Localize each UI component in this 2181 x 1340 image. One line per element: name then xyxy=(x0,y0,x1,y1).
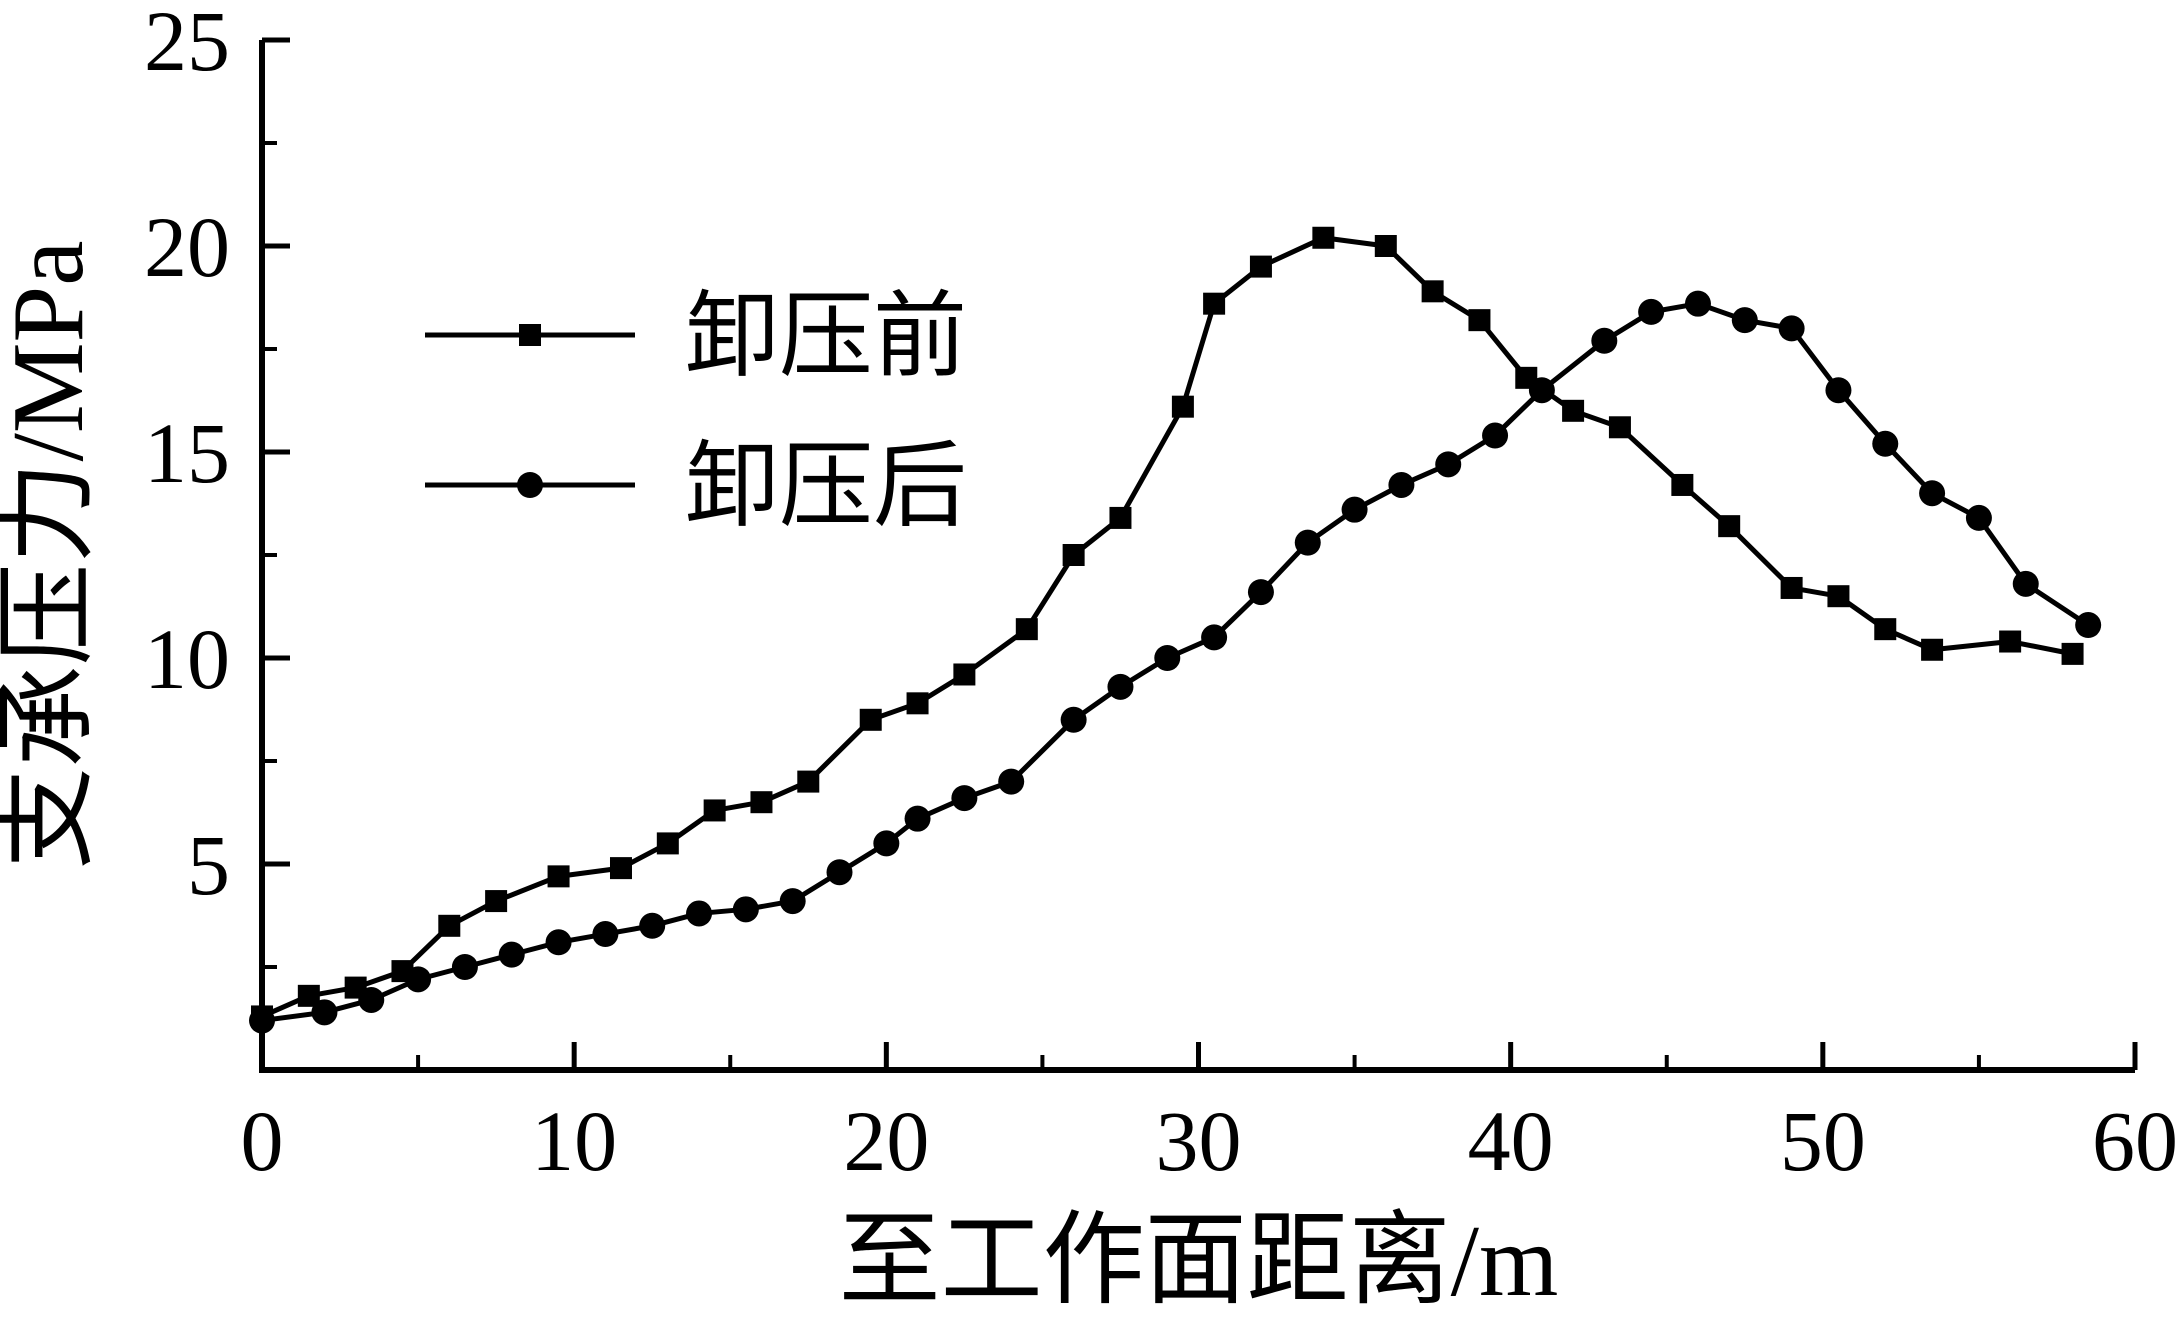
series-0-marker xyxy=(953,663,976,686)
series-1-marker xyxy=(358,986,385,1013)
series-1-marker xyxy=(1872,430,1899,457)
series-1-marker xyxy=(1107,673,1134,700)
axes xyxy=(259,40,2135,1073)
series-0-marker xyxy=(1780,576,1803,599)
series-0-marker xyxy=(1171,395,1194,418)
series-1-marker xyxy=(1201,624,1228,651)
series-0-marker xyxy=(2061,642,2084,665)
x-tick-label: 10 xyxy=(531,1093,617,1189)
x-axis-title: 至工作面距离/m xyxy=(839,1205,1559,1318)
series-1-marker xyxy=(904,805,931,832)
series-1-marker xyxy=(639,912,666,939)
series-1-marker xyxy=(998,768,1025,795)
series-1-marker xyxy=(545,929,572,956)
series-1-marker xyxy=(1341,496,1368,523)
series-0-line xyxy=(260,235,2074,1019)
y-tick-label: 5 xyxy=(187,817,230,913)
series-1-marker xyxy=(951,785,978,812)
series-0-marker xyxy=(1374,235,1397,257)
series-0-marker xyxy=(703,799,726,822)
series-1-marker xyxy=(249,1007,275,1034)
legend-label-1: 卸压后 xyxy=(685,435,967,539)
x-tick-label: 30 xyxy=(1156,1093,1242,1189)
series-1-marker xyxy=(1965,504,1992,531)
series-0-marker xyxy=(1249,255,1272,278)
series-1-marker xyxy=(1388,471,1415,498)
series-1-marker xyxy=(1294,529,1321,556)
series-0-marker xyxy=(1015,618,1038,641)
series-1-marker xyxy=(1638,298,1665,325)
series-0-marker xyxy=(438,914,461,937)
series-1-marker xyxy=(826,859,853,886)
x-tick-label: 0 xyxy=(241,1093,284,1189)
series-1-marker xyxy=(1528,377,1555,404)
series-0-marker xyxy=(1421,280,1444,303)
series-0-marker xyxy=(1203,292,1226,315)
series-0-marker xyxy=(1312,226,1335,249)
series-0-marker xyxy=(1827,585,1850,608)
series-0-marker xyxy=(1562,399,1585,422)
series-1-marker xyxy=(1060,706,1087,733)
series-0-marker xyxy=(1608,416,1631,439)
series-0-marker xyxy=(1468,309,1491,332)
series-1-marker xyxy=(311,999,338,1026)
series-1-marker xyxy=(1778,315,1805,342)
series-1-marker xyxy=(2012,570,2039,597)
series-0-marker xyxy=(859,708,882,731)
series-0-marker xyxy=(656,832,679,855)
x-tick-label: 50 xyxy=(1780,1093,1866,1189)
y-tick-label: 20 xyxy=(144,199,230,295)
series-1-marker xyxy=(592,921,619,948)
series-0-marker xyxy=(1062,544,1085,566)
series-0-marker xyxy=(1718,515,1741,538)
series-0-marker xyxy=(750,791,773,814)
y-axis-title: 支承压力/MPa xyxy=(0,240,105,869)
series-1-marker xyxy=(1919,480,1946,507)
x-tick-label: 20 xyxy=(843,1093,929,1189)
series-0-marker xyxy=(906,692,929,715)
series-1-marker xyxy=(1731,307,1758,334)
legend-label-0: 卸压前 xyxy=(685,285,967,389)
series-1-marker xyxy=(732,896,759,923)
series-0-marker xyxy=(1999,630,2022,653)
series-1-marker xyxy=(1435,451,1462,478)
x-tick-label: 40 xyxy=(1468,1093,1554,1189)
series-0-marker xyxy=(1671,473,1694,496)
series-1-marker xyxy=(873,830,900,857)
x-tick-label: 60 xyxy=(2092,1093,2178,1189)
series-1-marker xyxy=(1482,422,1509,449)
series-0-marker xyxy=(1921,638,1944,661)
legend-marker-0 xyxy=(519,324,541,346)
series-1-marker xyxy=(498,941,525,968)
y-tick-label: 10 xyxy=(144,611,230,707)
series-1-marker xyxy=(405,966,432,993)
series-0-marker xyxy=(797,770,820,793)
series-1-marker xyxy=(2075,612,2102,639)
series-1-marker xyxy=(1154,645,1181,671)
series-1-marker xyxy=(1684,290,1711,317)
series-0-marker xyxy=(485,890,508,913)
series-0-marker xyxy=(609,857,632,880)
series-1-marker xyxy=(1591,327,1618,354)
series-0-marker xyxy=(297,984,320,1007)
series-1-marker xyxy=(1247,579,1274,606)
series-1-marker xyxy=(779,888,806,915)
y-tick-label: 15 xyxy=(144,405,230,501)
series-1-marker xyxy=(686,900,713,927)
series-1-marker xyxy=(1825,377,1852,404)
series-1-marker xyxy=(451,954,478,980)
series-0-marker xyxy=(1874,618,1897,641)
y-tick-label: 25 xyxy=(144,0,230,89)
series-0-marker xyxy=(1109,506,1132,529)
series-0-marker xyxy=(547,865,570,888)
legend-marker-1 xyxy=(517,472,543,498)
